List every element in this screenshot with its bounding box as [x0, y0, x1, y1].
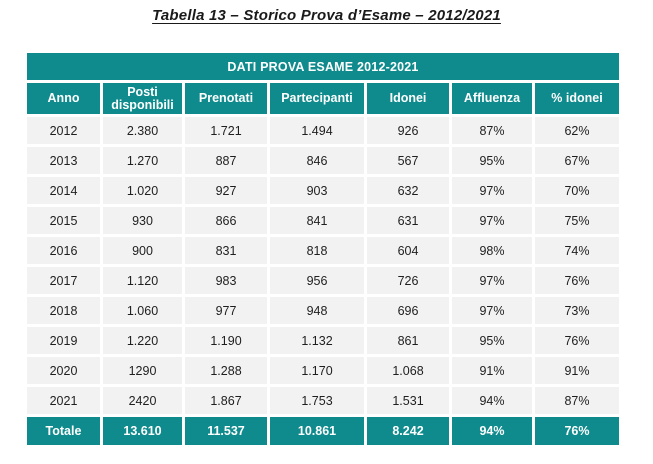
cell-idonei: 567: [367, 147, 449, 174]
exam-table: DATI PROVA ESAME 2012-2021 Anno Posti di…: [27, 53, 619, 445]
cell-idonei: 1.531: [367, 387, 449, 414]
column-header-anno: Anno: [27, 83, 100, 114]
cell-anno: 2016: [27, 237, 100, 264]
cell-affluenza: 91%: [452, 357, 532, 384]
column-header-prenotati: Prenotati: [185, 83, 267, 114]
cell-pct-idonei: 75%: [535, 207, 619, 234]
cell-partecipanti: 841: [270, 207, 364, 234]
cell-partecipanti: 903: [270, 177, 364, 204]
cell-idonei: 926: [367, 117, 449, 144]
cell-partecipanti: 846: [270, 147, 364, 174]
column-header-affluenza: Affluenza: [452, 83, 532, 114]
cell-anno: 2013: [27, 147, 100, 174]
cell-idonei: 726: [367, 267, 449, 294]
cell-posti: 900: [103, 237, 182, 264]
cell-posti: 1.270: [103, 147, 182, 174]
cell-affluenza: 98%: [452, 237, 532, 264]
total-partecipanti: 10.861: [270, 417, 364, 445]
cell-idonei: 604: [367, 237, 449, 264]
cell-anno: 2018: [27, 297, 100, 324]
cell-affluenza: 95%: [452, 147, 532, 174]
cell-prenotati: 887: [185, 147, 267, 174]
cell-posti: 1.220: [103, 327, 182, 354]
cell-partecipanti: 1.494: [270, 117, 364, 144]
cell-idonei: 1.068: [367, 357, 449, 384]
cell-anno: 2019: [27, 327, 100, 354]
cell-affluenza: 97%: [452, 297, 532, 324]
cell-pct-idonei: 74%: [535, 237, 619, 264]
cell-idonei: 696: [367, 297, 449, 324]
total-pct-idonei: 76%: [535, 417, 619, 445]
cell-affluenza: 95%: [452, 327, 532, 354]
cell-prenotati: 977: [185, 297, 267, 324]
column-header-posti: Posti disponibili: [103, 83, 182, 114]
cell-partecipanti: 1.753: [270, 387, 364, 414]
cell-prenotati: 1.288: [185, 357, 267, 384]
cell-prenotati: 1.190: [185, 327, 267, 354]
total-affluenza: 94%: [452, 417, 532, 445]
cell-posti: 1.060: [103, 297, 182, 324]
column-header-idonei: Idonei: [367, 83, 449, 114]
cell-pct-idonei: 67%: [535, 147, 619, 174]
cell-prenotati: 866: [185, 207, 267, 234]
cell-posti: 1.020: [103, 177, 182, 204]
cell-anno: 2014: [27, 177, 100, 204]
cell-posti: 2.380: [103, 117, 182, 144]
cell-pct-idonei: 87%: [535, 387, 619, 414]
cell-prenotati: 1.721: [185, 117, 267, 144]
total-idonei: 8.242: [367, 417, 449, 445]
cell-anno: 2012: [27, 117, 100, 144]
cell-posti: 2420: [103, 387, 182, 414]
cell-anno: 2020: [27, 357, 100, 384]
cell-idonei: 632: [367, 177, 449, 204]
cell-prenotati: 983: [185, 267, 267, 294]
table-banner: DATI PROVA ESAME 2012-2021: [27, 53, 619, 80]
cell-pct-idonei: 62%: [535, 117, 619, 144]
cell-pct-idonei: 70%: [535, 177, 619, 204]
cell-idonei: 631: [367, 207, 449, 234]
cell-pct-idonei: 73%: [535, 297, 619, 324]
cell-affluenza: 87%: [452, 117, 532, 144]
column-header-partecipanti: Partecipanti: [270, 83, 364, 114]
cell-pct-idonei: 76%: [535, 327, 619, 354]
cell-posti: 1.120: [103, 267, 182, 294]
cell-posti: 930: [103, 207, 182, 234]
total-label: Totale: [27, 417, 100, 445]
cell-anno: 2021: [27, 387, 100, 414]
column-header-pct-idonei: % idonei: [535, 83, 619, 114]
page-title: Tabella 13 – Storico Prova d’Esame – 201…: [152, 7, 501, 24]
cell-pct-idonei: 76%: [535, 267, 619, 294]
cell-pct-idonei: 91%: [535, 357, 619, 384]
cell-partecipanti: 1.170: [270, 357, 364, 384]
total-prenotati: 11.537: [185, 417, 267, 445]
cell-prenotati: 927: [185, 177, 267, 204]
total-posti: 13.610: [103, 417, 182, 445]
cell-posti: 1290: [103, 357, 182, 384]
cell-anno: 2015: [27, 207, 100, 234]
cell-affluenza: 97%: [452, 177, 532, 204]
cell-prenotati: 831: [185, 237, 267, 264]
cell-partecipanti: 1.132: [270, 327, 364, 354]
cell-partecipanti: 948: [270, 297, 364, 324]
cell-idonei: 861: [367, 327, 449, 354]
cell-partecipanti: 956: [270, 267, 364, 294]
cell-partecipanti: 818: [270, 237, 364, 264]
cell-affluenza: 94%: [452, 387, 532, 414]
cell-affluenza: 97%: [452, 267, 532, 294]
cell-affluenza: 97%: [452, 207, 532, 234]
cell-anno: 2017: [27, 267, 100, 294]
cell-prenotati: 1.867: [185, 387, 267, 414]
